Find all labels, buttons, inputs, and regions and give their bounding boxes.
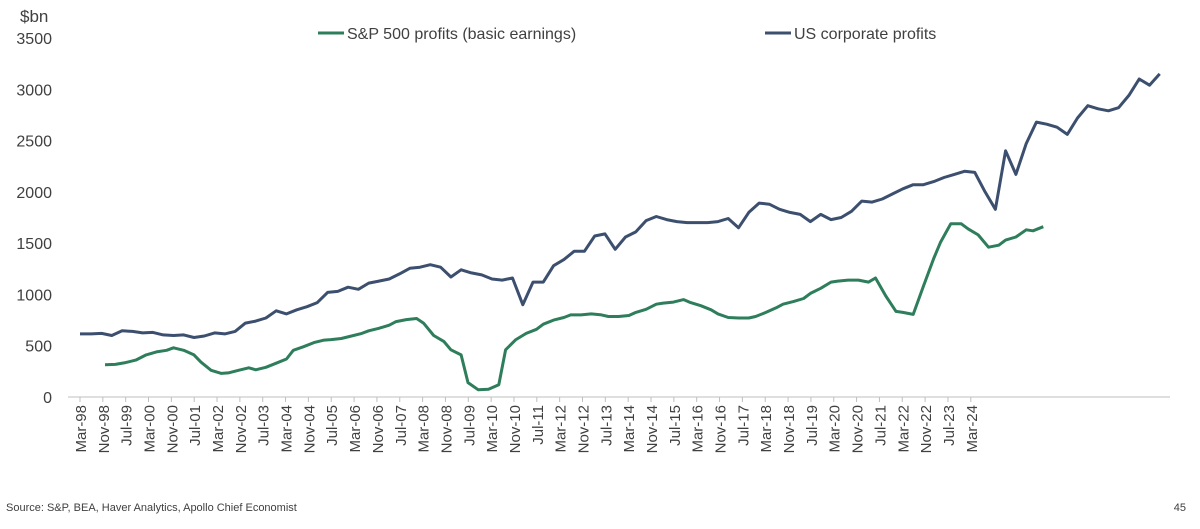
x-tick-label: Nov-00 — [164, 405, 181, 453]
page-number: 45 — [1173, 502, 1186, 514]
x-tick-label: Jul-19 — [804, 405, 821, 446]
x-tick-label: Mar-18 — [758, 405, 775, 453]
x-tick-label: Nov-04 — [301, 405, 318, 453]
x-tick-label: Nov-12 — [575, 405, 592, 453]
x-tick-label: Jul-07 — [393, 405, 410, 446]
x-tick-label: Nov-10 — [507, 405, 524, 453]
x-tick-label: Mar-10 — [484, 405, 501, 453]
x-tick-label: Mar-24 — [964, 405, 981, 453]
x-tick-label: Mar-04 — [279, 405, 296, 453]
x-tick-label: Jul-09 — [461, 405, 478, 446]
y-tick-label: 1000 — [16, 287, 52, 304]
x-tick-label: Jul-11 — [530, 405, 547, 445]
y-tick-label: 3500 — [16, 31, 52, 48]
x-tick-label: Mar-02 — [210, 405, 227, 453]
x-tick-label: Nov-06 — [370, 405, 387, 453]
x-tick-label: Jul-17 — [735, 405, 752, 446]
x-tick-label: Jul-01 — [187, 405, 204, 446]
y-tick-label: 2500 — [16, 134, 52, 151]
x-tick-label: Nov-22 — [918, 405, 935, 453]
y-tick-label: 500 — [25, 339, 52, 356]
x-tick-label: Mar-12 — [553, 405, 570, 453]
y-axis-unit-label: $bn — [20, 7, 48, 26]
source-note: Source: S&P, BEA, Haver Analytics, Apoll… — [6, 502, 297, 514]
x-tick-label: Jul-23 — [941, 405, 958, 446]
x-tick-label: Jul-21 — [872, 405, 889, 446]
x-tick-label: Mar-98 — [73, 405, 90, 453]
x-tick-label: Mar-00 — [142, 405, 159, 453]
x-tick-label: Nov-98 — [96, 405, 113, 453]
y-tick-label: 2000 — [16, 185, 52, 202]
series-line-sp500-profits — [104, 222, 1044, 392]
y-tick-label: 3000 — [16, 82, 52, 99]
x-tick-label: Nov-14 — [644, 405, 661, 453]
x-tick-label: Mar-16 — [690, 405, 707, 453]
x-tick-label: Jul-15 — [667, 405, 684, 446]
x-tick-label: Jul-03 — [256, 405, 273, 446]
x-tick-label: Jul-99 — [119, 405, 136, 446]
x-tick-label: Mar-22 — [895, 405, 912, 453]
legend-label: S&P 500 profits (basic earnings) — [347, 26, 576, 43]
x-tick-label: Mar-08 — [416, 405, 433, 453]
x-tick-label: Nov-02 — [233, 405, 250, 453]
y-tick-label: 0 — [43, 390, 52, 407]
x-tick-label: Mar-06 — [347, 405, 364, 453]
series-line-us-corporate-profits — [80, 72, 1161, 339]
x-tick-label: Nov-08 — [438, 405, 455, 453]
x-tick-label: Nov-20 — [850, 405, 867, 453]
x-tick-label: Mar-20 — [827, 405, 844, 453]
x-tick-label: Mar-14 — [621, 405, 638, 453]
x-tick-label: Jul-13 — [598, 405, 615, 446]
x-tick-label: Nov-18 — [781, 405, 798, 453]
y-tick-label: 1500 — [16, 236, 52, 253]
x-tick-label: Jul-05 — [324, 405, 341, 446]
legend-label: US corporate profits — [794, 26, 936, 43]
x-tick-label: Nov-16 — [713, 405, 730, 453]
